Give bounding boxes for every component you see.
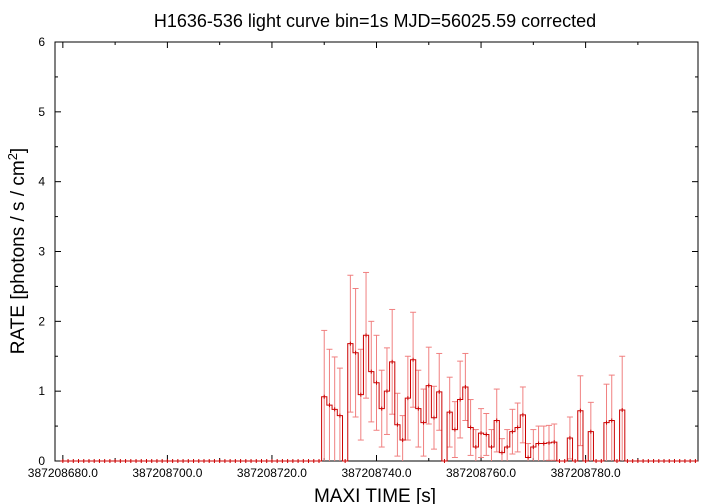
x-tick-label: 387208680.0	[28, 466, 98, 480]
x-tick-label: 387208760.0	[446, 466, 516, 480]
step-line	[60, 334, 698, 462]
y-tick-label: 2	[38, 314, 45, 328]
y-axis-title-close: ]	[8, 148, 29, 153]
x-tick-label: 387208780.0	[551, 466, 621, 480]
chart-title: H1636-536 light curve bin=1s MJD=56025.5…	[154, 11, 596, 31]
x-tick-label: 387208720.0	[237, 466, 307, 480]
y-tick-label: 4	[38, 175, 45, 189]
y-axis-title-main: RATE [photons / s / cm	[8, 160, 29, 354]
y-tick-label: 5	[38, 105, 45, 119]
y-tick-label: 1	[38, 384, 45, 398]
y-tick-label: 3	[38, 245, 45, 259]
y-axis-ticks: 0 1 2 3 4 5 6	[38, 35, 698, 468]
y-tick-label: 0	[38, 454, 45, 468]
data-points	[62, 333, 696, 463]
x-tick-label: 387208740.0	[341, 466, 411, 480]
y-axis-title: RATE [photons / s / cm2]	[5, 148, 30, 354]
y-tick-label: 6	[38, 35, 45, 49]
y-axis-title-superscript: 2	[5, 153, 20, 160]
x-axis-ticks: 387208680.0 387208700.0 387208720.0 3872087…	[28, 42, 639, 480]
x-tick-label: 387208700.0	[132, 466, 202, 480]
data-series	[60, 271, 698, 463]
x-axis-title: MAXI TIME [s]	[314, 486, 436, 504]
